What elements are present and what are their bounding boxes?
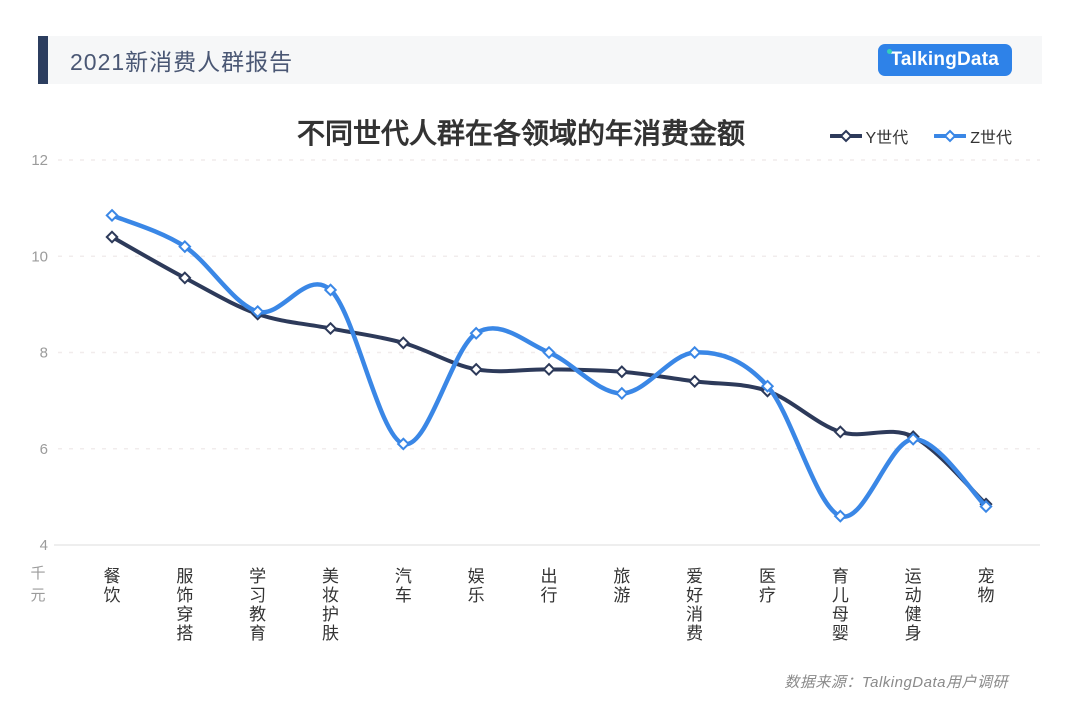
category-label: 汽车: [395, 567, 412, 605]
category-label: 美妆护肤: [322, 567, 339, 643]
y-axis-labels: 4 6 8 10 12: [31, 152, 48, 554]
y-axis-unit-label: 千元: [30, 565, 45, 604]
x-axis-labels: 餐饮 服饰穿搭 学习教育 美妆护肤 汽车 娱乐 出行 旅游 爱好消费 医疗 育儿母婴 运动健身 宠物: [104, 567, 995, 643]
gridlines: [54, 159, 1040, 546]
logo-dot-icon: [886, 49, 892, 54]
svg-text:千: 千: [30, 565, 45, 582]
category-label: 旅游: [613, 567, 630, 605]
category-label: 学习教育: [249, 567, 266, 643]
category-label: 出行: [541, 567, 558, 605]
chart-title: 不同世代人群在各领域的年消费金额: [296, 118, 745, 149]
category-label: 服饰穿搭: [176, 567, 193, 643]
svg-text:10: 10: [31, 248, 48, 265]
series-markers-0: [105, 230, 993, 511]
svg-text:4: 4: [40, 537, 48, 554]
report-title: 2021新消费人群报告: [70, 49, 294, 75]
legend-label: Y世代: [865, 130, 909, 147]
svg-text:元: 元: [30, 587, 45, 604]
talkingdata-logo: TalkingData: [877, 44, 1012, 76]
report-header: 2021新消费人群报告 TalkingData: [38, 36, 1042, 84]
series-markers-1: [105, 208, 993, 523]
category-label: 餐饮: [104, 567, 121, 605]
category-label: 医疗: [759, 567, 776, 605]
svg-text:12: 12: [31, 152, 48, 169]
legend-line-diamond-icon: [934, 129, 967, 143]
legend-item-0[interactable]: Y世代: [829, 124, 909, 148]
category-label: 娱乐: [468, 567, 485, 605]
logo-text: TalkingData: [890, 49, 999, 70]
header-accent-bar: [38, 36, 48, 84]
category-label: 宠物: [978, 567, 995, 605]
legend-line-diamond-icon: [829, 129, 862, 143]
legend-label: Z世代: [970, 130, 1012, 147]
chart-legend: Y世代 Z世代: [829, 124, 1012, 148]
svg-text:8: 8: [40, 345, 48, 362]
category-label: 育儿母婴: [832, 567, 849, 643]
svg-text:6: 6: [40, 441, 48, 458]
category-label: 爱好消费: [686, 567, 703, 643]
legend-item-1[interactable]: Z世代: [934, 124, 1012, 148]
category-label: 运动健身: [905, 567, 922, 643]
data-source-note: 数据来源：TalkingData用户调研: [784, 674, 1008, 691]
